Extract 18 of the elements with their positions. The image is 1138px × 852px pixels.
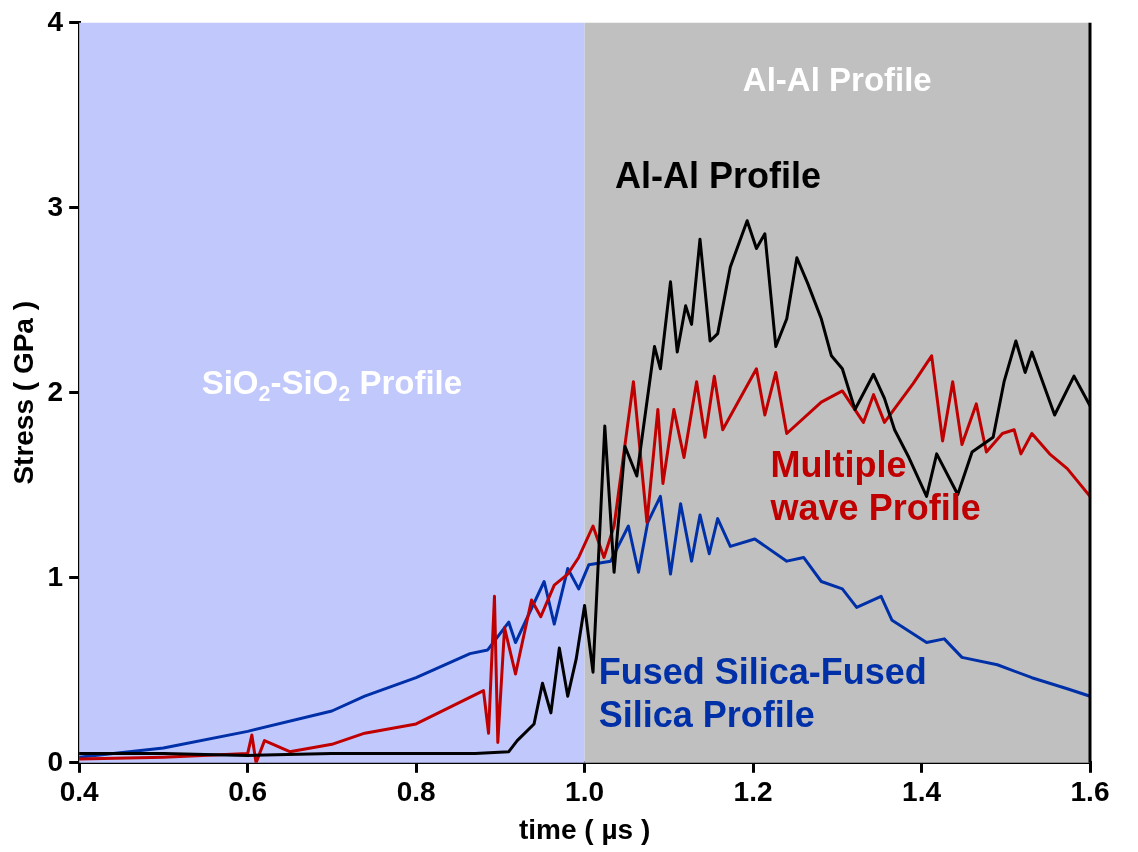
series-label: Fused Silica-Fused Silica Profile <box>598 650 927 735</box>
x-tick-label: 1.6 <box>1070 776 1110 808</box>
x-axis-title: time ( µs ) <box>518 813 651 845</box>
x-tick-label: 1.0 <box>565 776 605 808</box>
y-tick-label: 2 <box>47 375 64 407</box>
band-label: Al-Al Profile <box>742 61 932 99</box>
x-tick-label: 1.4 <box>902 776 942 808</box>
x-tick-label: 0.8 <box>396 776 436 808</box>
x-tick-label: 0.6 <box>228 776 268 808</box>
series-label: Multiple wave Profile <box>769 443 981 528</box>
y-axis-title: Stress ( GPa ) <box>7 300 39 485</box>
y-tick-label: 0 <box>47 745 64 777</box>
y-tick-label: 3 <box>47 190 64 222</box>
series-label: Al-Al Profile <box>614 155 821 197</box>
y-tick-label: 1 <box>47 560 64 592</box>
y-tick-label: 4 <box>47 5 64 37</box>
x-tick-label: 0.4 <box>59 776 100 808</box>
x-tick-label: 1.2 <box>733 776 773 808</box>
